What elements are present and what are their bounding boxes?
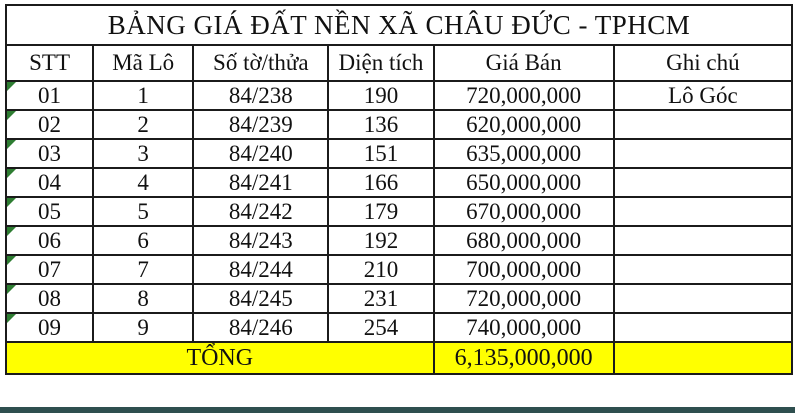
cell-dien-tich: 136: [327, 109, 435, 140]
cell-ghi-chu: [612, 196, 794, 227]
error-indicator-triangle-icon: [8, 141, 16, 149]
table-row: 08 8 84/245 231 720,000,000: [4, 283, 794, 314]
cell-so-to-thua: 84/239: [192, 109, 330, 140]
cell-stt: 07: [4, 254, 95, 285]
table-row: 02 2 84/239 136 620,000,000: [4, 109, 794, 140]
cell-ma-lo: 1: [92, 80, 195, 111]
cell-ghi-chu: [612, 138, 794, 169]
cell-ma-lo: 9: [92, 312, 195, 343]
cell-gia-ban: 650,000,000: [432, 167, 615, 198]
error-indicator-triangle-icon: [8, 112, 16, 120]
cell-stt: 08: [4, 283, 95, 314]
cell-so-to-thua: 84/246: [192, 312, 330, 343]
total-label: TỔNG: [5, 341, 435, 375]
cell-gia-ban: 720,000,000: [432, 283, 615, 314]
col-header-ghi-chu: Ghi chú: [612, 44, 794, 82]
cell-so-to-thua: 84/245: [192, 283, 330, 314]
cell-dien-tich: 166: [327, 167, 435, 198]
cell-dien-tich: 192: [327, 225, 435, 256]
cell-gia-ban: 670,000,000: [432, 196, 615, 227]
cell-ghi-chu: [612, 167, 794, 198]
error-indicator-triangle-icon: [8, 315, 16, 323]
cell-gia-ban: 620,000,000: [432, 109, 615, 140]
col-header-stt: STT: [4, 44, 95, 82]
error-indicator-triangle-icon: [8, 83, 16, 91]
cell-ghi-chu: [612, 109, 794, 140]
cell-ma-lo: 3: [92, 138, 195, 169]
table-body: 01 1 84/238 190 720,000,000 Lô Góc 02 2 84/239 13…: [4, 80, 794, 343]
cell-so-to-thua: 84/242: [192, 196, 330, 227]
cell-so-to-thua: 84/243: [192, 225, 330, 256]
table-row: 07 7 84/244 210 700,000,000: [4, 254, 794, 285]
cell-gia-ban: 680,000,000: [432, 225, 615, 256]
table-row: 09 9 84/246 254 740,000,000: [4, 312, 794, 343]
cell-gia-ban: 635,000,000: [432, 138, 615, 169]
cell-so-to-thua: 84/244: [192, 254, 330, 285]
cell-dien-tich: 190: [327, 80, 435, 111]
cell-ghi-chu: [612, 283, 794, 314]
cell-stt: 09: [4, 312, 95, 343]
page-title: BẢNG GIÁ ĐẤT NỀN XÃ CHÂU ĐỨC - TPHCM: [5, 4, 793, 46]
cell-stt: 01: [4, 80, 95, 111]
cell-ma-lo: 5: [92, 196, 195, 227]
cell-ma-lo: 4: [92, 167, 195, 198]
price-table: BẢNG GIÁ ĐẤT NỀN XÃ CHÂU ĐỨC - TPHCM STT…: [4, 4, 794, 375]
table-row: 06 6 84/243 192 680,000,000: [4, 225, 794, 256]
error-indicator-triangle-icon: [8, 199, 16, 207]
error-indicator-triangle-icon: [8, 228, 16, 236]
error-indicator-triangle-icon: [8, 257, 16, 265]
cell-dien-tich: 254: [327, 312, 435, 343]
cell-stt: 02: [4, 109, 95, 140]
table-row: 04 4 84/241 166 650,000,000: [4, 167, 794, 198]
cell-so-to-thua: 84/240: [192, 138, 330, 169]
cell-so-to-thua: 84/238: [192, 80, 330, 111]
cell-dien-tich: 210: [327, 254, 435, 285]
cell-ma-lo: 6: [92, 225, 195, 256]
total-note-cell: [612, 341, 794, 375]
error-indicator-triangle-icon: [8, 170, 16, 178]
cell-stt: 06: [4, 225, 95, 256]
cell-ghi-chu: [612, 254, 794, 285]
cell-gia-ban: 700,000,000: [432, 254, 615, 285]
col-header-gia-ban: Giá Bán: [432, 44, 615, 82]
cell-ghi-chu: Lô Góc: [612, 80, 794, 111]
cell-gia-ban: 720,000,000: [432, 80, 615, 111]
cell-ma-lo: 7: [92, 254, 195, 285]
bottom-bar: [0, 407, 795, 413]
cell-gia-ban: 740,000,000: [432, 312, 615, 343]
total-row: TỔNG 6,135,000,000: [5, 341, 794, 375]
cell-dien-tich: 179: [327, 196, 435, 227]
cell-so-to-thua: 84/241: [192, 167, 330, 198]
table-row: 05 5 84/242 179 670,000,000: [4, 196, 794, 227]
cell-ma-lo: 8: [92, 283, 195, 314]
error-indicator-triangle-icon: [8, 286, 16, 294]
title-row: BẢNG GIÁ ĐẤT NỀN XÃ CHÂU ĐỨC - TPHCM: [5, 4, 793, 46]
table-row: 03 3 84/240 151 635,000,000: [4, 138, 794, 169]
cell-ghi-chu: [612, 225, 794, 256]
cell-stt: 05: [4, 196, 95, 227]
cell-stt: 03: [4, 138, 95, 169]
cell-dien-tich: 151: [327, 138, 435, 169]
cell-ma-lo: 2: [92, 109, 195, 140]
cell-stt: 04: [4, 167, 95, 198]
col-header-ma-lo: Mã Lô: [92, 44, 195, 82]
col-header-dien-tich: Diện tích: [327, 44, 435, 82]
total-value: 6,135,000,000: [432, 341, 615, 375]
table-row: 01 1 84/238 190 720,000,000 Lô Góc: [4, 80, 794, 111]
cell-dien-tich: 231: [327, 283, 435, 314]
header-row: STT Mã Lô Số tờ/thửa Diện tích Giá Bán G…: [4, 44, 794, 82]
col-header-so-to-thua: Số tờ/thửa: [192, 44, 330, 82]
cell-ghi-chu: [612, 312, 794, 343]
